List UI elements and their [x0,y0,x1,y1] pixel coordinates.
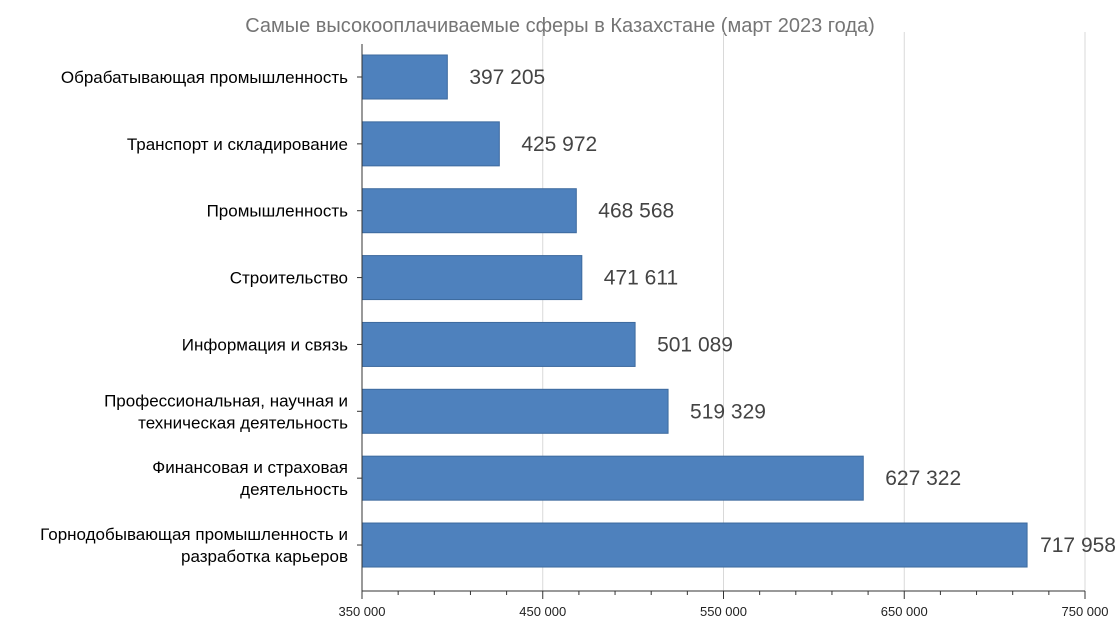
bar [361,388,669,434]
value-label: 471 611 [604,267,678,290]
category-label: Обрабатывающая промышленность [61,68,348,87]
category-label: Финансовая и страховая [152,458,348,477]
gridlines [542,32,1086,591]
x-tick-label: 350 000 [339,604,386,619]
labels: 350 000 450 000 550 000 650 000 750 000 Обраб… [40,66,1116,619]
x-tick-label: 750 000 [1062,604,1109,619]
value-label: 717 958 [1040,534,1116,557]
category-label: Профессиональная, научная и [104,391,348,410]
category-label: деятельность [240,480,348,499]
category-label: разработка карьеров [181,547,348,566]
bar [361,522,1028,568]
x-tick-label: 450 000 [519,604,566,619]
axes [357,44,1086,599]
bar [361,255,583,301]
value-label: 519 329 [690,400,766,423]
category-label: Транспорт и складирование [127,135,348,154]
category-label: Промышленность [207,202,349,221]
bar [361,121,500,167]
category-label: Строительство [230,269,348,288]
value-label: 627 322 [885,467,961,490]
value-label: 397 205 [469,66,545,89]
bar [361,54,448,100]
bar [361,321,636,367]
value-label: 425 972 [521,133,597,156]
value-label: 501 089 [657,333,733,356]
category-label: Информация и связь [182,335,348,354]
bars [361,54,1028,568]
bar [361,455,864,501]
category-label: Горнодобывающая промышленность и [40,525,348,544]
bar [361,188,577,234]
category-label: техническая деятельность [138,413,348,432]
chart-title: Самые высокооплачиваемые сферы в Казахст… [245,15,875,37]
value-label: 468 568 [598,200,674,223]
x-tick-label: 650 000 [881,604,928,619]
x-tick-label: 550 000 [700,604,747,619]
